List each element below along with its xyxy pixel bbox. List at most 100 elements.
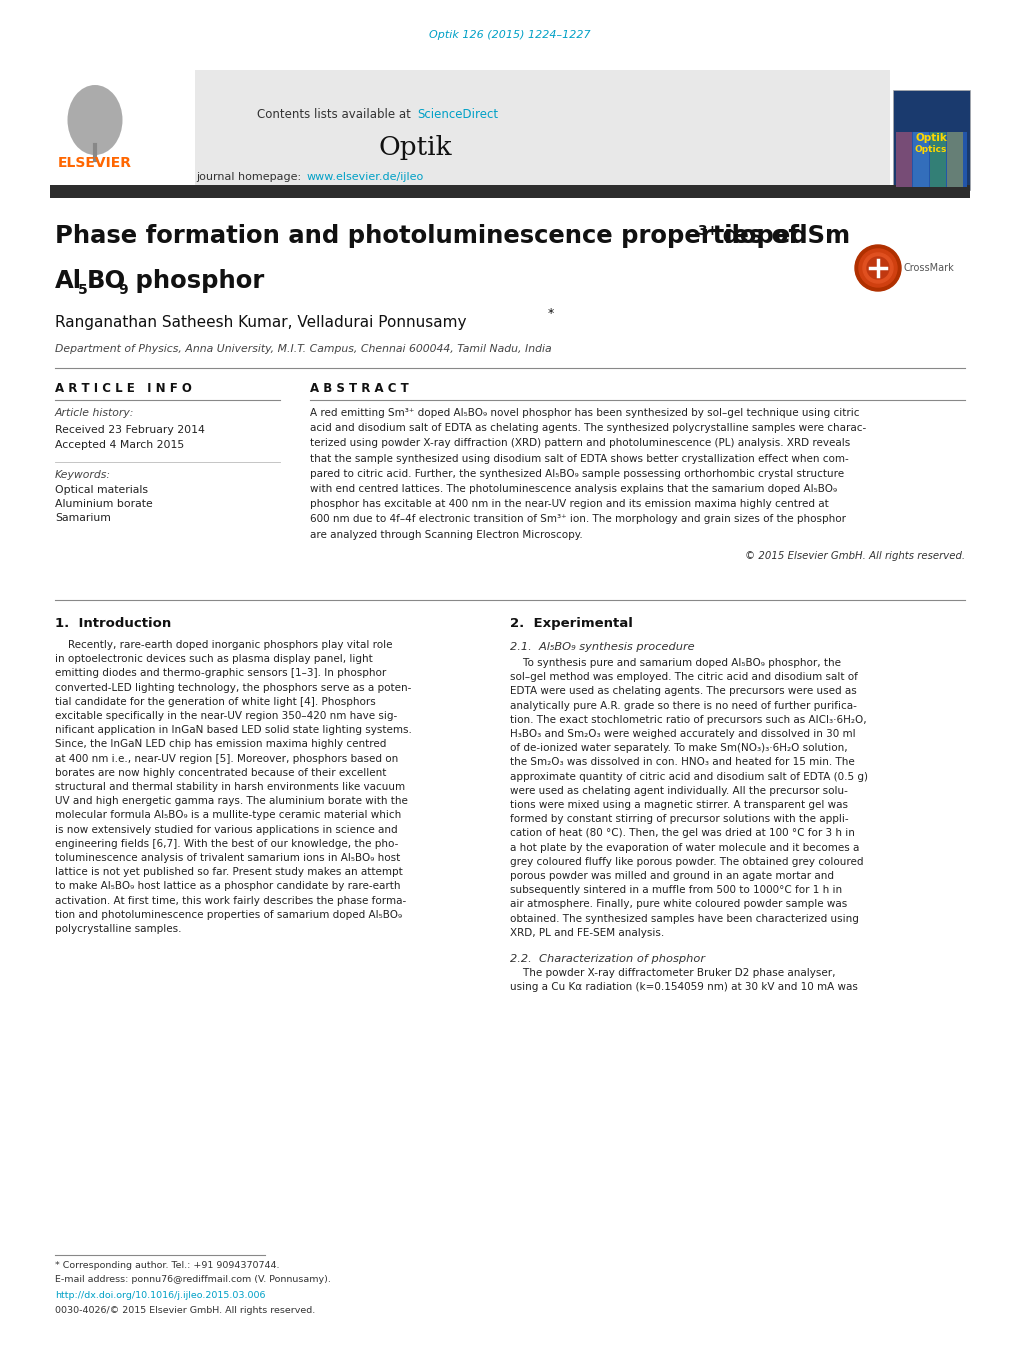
- Text: 600 nm due to 4f–4f electronic transition of Sm³⁺ ion. The morphology and grain : 600 nm due to 4f–4f electronic transitio…: [310, 515, 845, 524]
- Bar: [892, 91, 969, 190]
- Text: phosphor: phosphor: [127, 269, 264, 293]
- Text: UV and high energetic gamma rays. The aluminium borate with the: UV and high energetic gamma rays. The al…: [55, 796, 408, 807]
- Text: polycrystalline samples.: polycrystalline samples.: [55, 924, 181, 934]
- Text: doped: doped: [713, 224, 807, 249]
- Text: the Sm₂O₃ was dissolved in con. HNO₃ and heated for 15 min. The: the Sm₂O₃ was dissolved in con. HNO₃ and…: [510, 758, 854, 767]
- Bar: [50, 70, 195, 185]
- Text: structural and thermal stability in harsh environments like vacuum: structural and thermal stability in hars…: [55, 782, 405, 792]
- Text: grey coloured fluffy like porous powder. The obtained grey coloured: grey coloured fluffy like porous powder.…: [510, 857, 863, 867]
- Text: Contents lists available at: Contents lists available at: [257, 108, 415, 122]
- Text: Recently, rare-earth doped inorganic phosphors play vital role: Recently, rare-earth doped inorganic pho…: [55, 640, 392, 650]
- Text: toluminescence analysis of trivalent samarium ions in Al₅BO₉ host: toluminescence analysis of trivalent sam…: [55, 852, 399, 863]
- Ellipse shape: [67, 85, 122, 155]
- Text: www.elsevier.de/ijleo: www.elsevier.de/ijleo: [307, 172, 424, 182]
- Text: Optik 126 (2015) 1224–1227: Optik 126 (2015) 1224–1227: [429, 30, 590, 41]
- Text: H₃BO₃ and Sm₂O₃ were weighed accurately and dissolved in 30 ml: H₃BO₃ and Sm₂O₃ were weighed accurately …: [510, 730, 855, 739]
- Text: of de-ionized water separately. To make Sm(NO₃)₃·6H₂O solution,: of de-ionized water separately. To make …: [510, 743, 847, 754]
- Text: © 2015 Elsevier GmbH. All rights reserved.: © 2015 Elsevier GmbH. All rights reserve…: [744, 551, 964, 561]
- Text: 9: 9: [118, 282, 127, 297]
- Text: activation. At first time, this work fairly describes the phase forma-: activation. At first time, this work fai…: [55, 896, 406, 905]
- Text: Optics: Optics: [914, 146, 947, 154]
- Text: The powder X-ray diffractometer Bruker D2 phase analyser,: The powder X-ray diffractometer Bruker D…: [510, 969, 835, 978]
- Text: in optoelectronic devices such as plasma display panel, light: in optoelectronic devices such as plasma…: [55, 654, 372, 665]
- Text: Optik: Optik: [914, 132, 946, 143]
- Text: Phase formation and photoluminescence properties of Sm: Phase formation and photoluminescence pr…: [55, 224, 849, 249]
- Text: CrossMark: CrossMark: [903, 263, 954, 273]
- Text: lattice is not yet published so far. Present study makes an attempt: lattice is not yet published so far. Pre…: [55, 867, 403, 877]
- Text: terized using powder X-ray diffraction (XRD) pattern and photoluminescence (PL) : terized using powder X-ray diffraction (…: [310, 439, 850, 449]
- Text: pared to citric acid. Further, the synthesized Al₅BO₉ sample possessing orthorho: pared to citric acid. Further, the synth…: [310, 469, 844, 478]
- Text: http://dx.doi.org/10.1016/j.ijleo.2015.03.006: http://dx.doi.org/10.1016/j.ijleo.2015.0…: [55, 1292, 265, 1300]
- Text: ELSEVIER: ELSEVIER: [58, 155, 131, 170]
- Text: 2.1.  Al₅BO₉ synthesis procedure: 2.1. Al₅BO₉ synthesis procedure: [510, 642, 694, 653]
- Text: converted-LED lighting technology, the phosphors serve as a poten-: converted-LED lighting technology, the p…: [55, 682, 411, 693]
- Text: engineering fields [6,7]. With the best of our knowledge, the pho-: engineering fields [6,7]. With the best …: [55, 839, 398, 848]
- Text: borates are now highly concentrated because of their excellent: borates are now highly concentrated beca…: [55, 767, 386, 778]
- Bar: [929, 132, 945, 186]
- Text: Keywords:: Keywords:: [55, 470, 111, 480]
- Text: is now extensively studied for various applications in science and: is now extensively studied for various a…: [55, 824, 397, 835]
- Text: A red emitting Sm³⁺ doped Al₅BO₉ novel phosphor has been synthesized by sol–gel : A red emitting Sm³⁺ doped Al₅BO₉ novel p…: [310, 408, 859, 417]
- Text: a hot plate by the evaporation of water molecule and it becomes a: a hot plate by the evaporation of water …: [510, 843, 859, 852]
- Text: EDTA were used as chelating agents. The precursors were used as: EDTA were used as chelating agents. The …: [510, 686, 856, 696]
- Text: using a Cu Kα radiation (k=0.154059 nm) at 30 kV and 10 mA was: using a Cu Kα radiation (k=0.154059 nm) …: [510, 982, 857, 992]
- Text: Department of Physics, Anna University, M.I.T. Campus, Chennai 600044, Tamil Nad: Department of Physics, Anna University, …: [55, 345, 551, 354]
- Text: porous powder was milled and ground in an agate mortar and: porous powder was milled and ground in a…: [510, 871, 834, 881]
- Text: tion. The exact stochlometric ratio of precursors such as AlCl₃·6H₂O,: tion. The exact stochlometric ratio of p…: [510, 715, 866, 724]
- Text: 2.  Experimental: 2. Experimental: [510, 617, 632, 630]
- Text: 0030-4026/© 2015 Elsevier GmbH. All rights reserved.: 0030-4026/© 2015 Elsevier GmbH. All righ…: [55, 1306, 315, 1315]
- Text: acid and disodium salt of EDTA as chelating agents. The synthesized polycrystall: acid and disodium salt of EDTA as chelat…: [310, 423, 865, 434]
- Text: Aluminium borate: Aluminium borate: [55, 499, 153, 509]
- Bar: [912, 132, 928, 186]
- Circle shape: [866, 257, 889, 280]
- Circle shape: [858, 249, 896, 286]
- Text: tions were mixed using a magnetic stirrer. A transparent gel was: tions were mixed using a magnetic stirre…: [510, 800, 847, 811]
- Text: to make Al₅BO₉ host lattice as a phosphor candidate by rare-earth: to make Al₅BO₉ host lattice as a phospho…: [55, 881, 400, 892]
- Text: 5: 5: [77, 282, 88, 297]
- Text: BO: BO: [87, 269, 126, 293]
- Text: obtained. The synthesized samples have been characterized using: obtained. The synthesized samples have b…: [510, 913, 858, 924]
- Text: 3+: 3+: [696, 224, 717, 238]
- Text: with end centred lattices. The photoluminescence analysis explains that the sama: with end centred lattices. The photolumi…: [310, 484, 837, 494]
- Text: were used as chelating agent individually. All the precursor solu-: were used as chelating agent individuall…: [510, 786, 847, 796]
- Text: phosphor has excitable at 400 nm in the near-UV region and its emission maxima h: phosphor has excitable at 400 nm in the …: [310, 500, 828, 509]
- Circle shape: [862, 253, 892, 282]
- Bar: [946, 132, 962, 186]
- Text: Optical materials: Optical materials: [55, 485, 148, 494]
- Text: subsequently sintered in a muffle from 500 to 1000°C for 1 h in: subsequently sintered in a muffle from 5…: [510, 885, 842, 896]
- Text: *: *: [547, 307, 553, 320]
- Text: ScienceDirect: ScienceDirect: [417, 108, 497, 122]
- Circle shape: [854, 245, 900, 290]
- Bar: [895, 132, 911, 186]
- Text: journal homepage:: journal homepage:: [197, 172, 305, 182]
- Text: Ranganathan Satheesh Kumar, Velladurai Ponnusamy: Ranganathan Satheesh Kumar, Velladurai P…: [55, 315, 466, 330]
- Bar: [50, 70, 890, 185]
- Text: molecular formula Al₅BO₉ is a mullite-type ceramic material which: molecular formula Al₅BO₉ is a mullite-ty…: [55, 811, 400, 820]
- Text: air atmosphere. Finally, pure white coloured powder sample was: air atmosphere. Finally, pure white colo…: [510, 900, 847, 909]
- Text: 2.2.  Characterization of phosphor: 2.2. Characterization of phosphor: [510, 954, 704, 965]
- Text: excitable specifically in the near-UV region 350–420 nm have sig-: excitable specifically in the near-UV re…: [55, 711, 396, 721]
- Text: To synthesis pure and samarium doped Al₅BO₉ phosphor, the: To synthesis pure and samarium doped Al₅…: [510, 658, 841, 667]
- Text: emitting diodes and thermo-graphic sensors [1–3]. In phosphor: emitting diodes and thermo-graphic senso…: [55, 669, 386, 678]
- Text: Samarium: Samarium: [55, 513, 111, 523]
- Text: 1.  Introduction: 1. Introduction: [55, 617, 171, 630]
- Text: cation of heat (80 °C). Then, the gel was dried at 100 °C for 3 h in: cation of heat (80 °C). Then, the gel wa…: [510, 828, 854, 839]
- Text: XRD, PL and FE-SEM analysis.: XRD, PL and FE-SEM analysis.: [510, 928, 663, 938]
- Text: approximate quantity of citric acid and disodium salt of EDTA (0.5 g): approximate quantity of citric acid and …: [510, 771, 867, 782]
- Text: analytically pure A.R. grade so there is no need of further purifica-: analytically pure A.R. grade so there is…: [510, 701, 856, 711]
- Text: formed by constant stirring of precursor solutions with the appli-: formed by constant stirring of precursor…: [510, 815, 848, 824]
- Text: tial candidate for the generation of white light [4]. Phosphors: tial candidate for the generation of whi…: [55, 697, 375, 707]
- Text: nificant application in InGaN based LED solid state lighting systems.: nificant application in InGaN based LED …: [55, 725, 412, 735]
- Text: are analyzed through Scanning Electron Microscopy.: are analyzed through Scanning Electron M…: [310, 530, 582, 539]
- Text: Optik: Optik: [378, 135, 451, 161]
- Text: Al: Al: [55, 269, 82, 293]
- Bar: [50, 185, 969, 199]
- Text: Accepted 4 March 2015: Accepted 4 March 2015: [55, 440, 184, 450]
- Text: A R T I C L E   I N F O: A R T I C L E I N F O: [55, 382, 192, 394]
- Text: Article history:: Article history:: [55, 408, 135, 417]
- Text: E-mail address: ponnu76@rediffmail.com (V. Ponnusamy).: E-mail address: ponnu76@rediffmail.com (…: [55, 1275, 330, 1283]
- Text: sol–gel method was employed. The citric acid and disodium salt of: sol–gel method was employed. The citric …: [510, 673, 857, 682]
- Text: that the sample synthesized using disodium salt of EDTA shows better crystalliza: that the sample synthesized using disodi…: [310, 454, 848, 463]
- Text: Since, the InGaN LED chip has emission maxima highly centred: Since, the InGaN LED chip has emission m…: [55, 739, 386, 750]
- Text: * Corresponding author. Tel.: +91 9094370744.: * Corresponding author. Tel.: +91 909437…: [55, 1260, 279, 1270]
